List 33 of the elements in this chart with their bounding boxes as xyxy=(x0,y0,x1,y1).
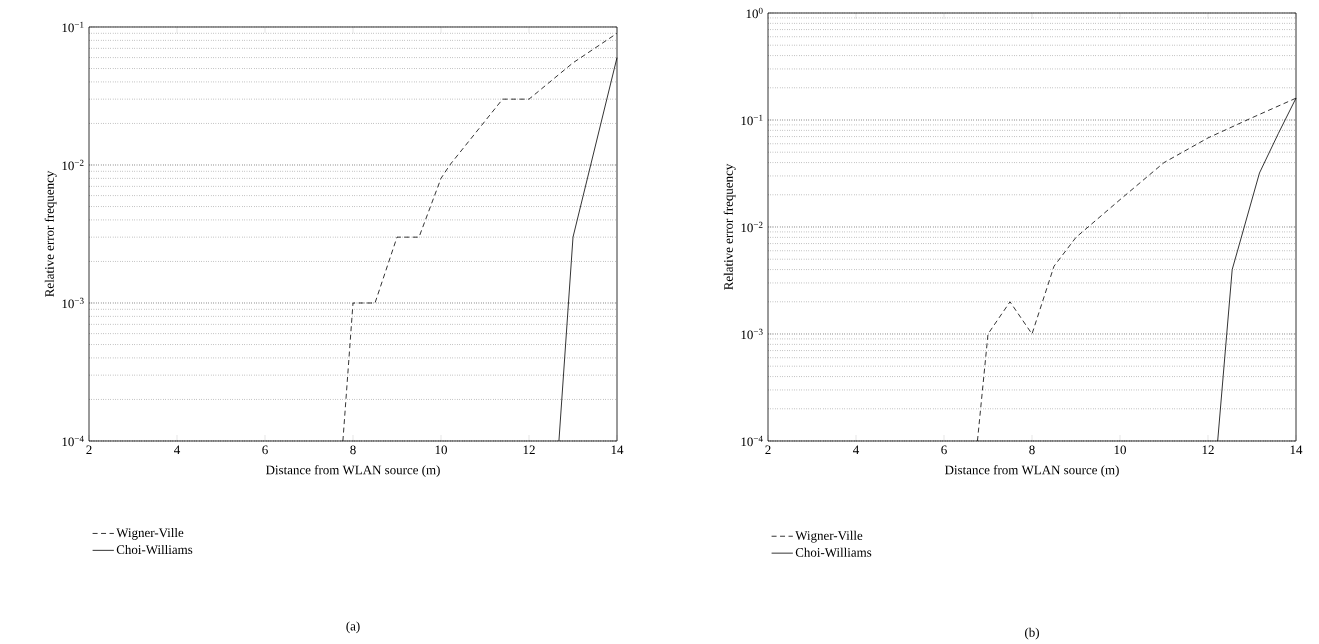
x-tick-label: 14 xyxy=(611,445,624,455)
x-tick-label: 12 xyxy=(1202,445,1214,455)
legend-label: Wigner-Ville xyxy=(116,528,184,540)
x-tick-label: 6 xyxy=(941,445,947,455)
legend-label: Wigner-Ville xyxy=(795,530,863,543)
legend-label: Choi-Williams xyxy=(795,547,872,557)
x-tick-label: 4 xyxy=(853,445,860,455)
y-tick-label: 10$^{−2}$ xyxy=(62,159,84,171)
x-tick-label: 14 xyxy=(1290,445,1303,455)
x-tick-label: 4 xyxy=(174,445,181,455)
x-tick-label: 8 xyxy=(1029,445,1035,455)
y-axis-title: Relative error frequency xyxy=(44,170,57,298)
x-tick-label: 2 xyxy=(86,445,92,455)
y-axis-title: Relative error frequency xyxy=(723,163,736,291)
x-axis-title: Distance from WLAN source (m) xyxy=(266,465,440,478)
y-tick-label: 10$^{−1}$ xyxy=(62,21,84,33)
y-tick-label: 10$^{−1}$ xyxy=(741,114,763,126)
x-tick-label: 12 xyxy=(523,445,535,455)
legend-label: Choi-Williams xyxy=(116,545,193,555)
x-tick-label: 2 xyxy=(765,445,771,455)
y-tick-label: 10$^{−4}$ xyxy=(62,435,84,447)
y-tick-label: 10$^{−3}$ xyxy=(741,328,763,340)
y-tick-label: 10$^{−4}$ xyxy=(741,435,763,447)
text: (a) xyxy=(346,621,360,634)
text: (b) xyxy=(1025,627,1039,640)
x-tick-label: 10 xyxy=(1114,445,1126,455)
x-tick-label: 6 xyxy=(262,445,268,455)
x-tick-label: 10 xyxy=(435,445,447,455)
y-tick-label: 10$^{0}$ xyxy=(746,7,763,19)
x-tick-label: 8 xyxy=(350,445,356,455)
y-tick-label: 10$^{−3}$ xyxy=(62,297,84,309)
x-axis-title: Distance from WLAN source (m) xyxy=(944,465,1119,478)
y-tick-label: 10$^{−2}$ xyxy=(741,221,763,233)
